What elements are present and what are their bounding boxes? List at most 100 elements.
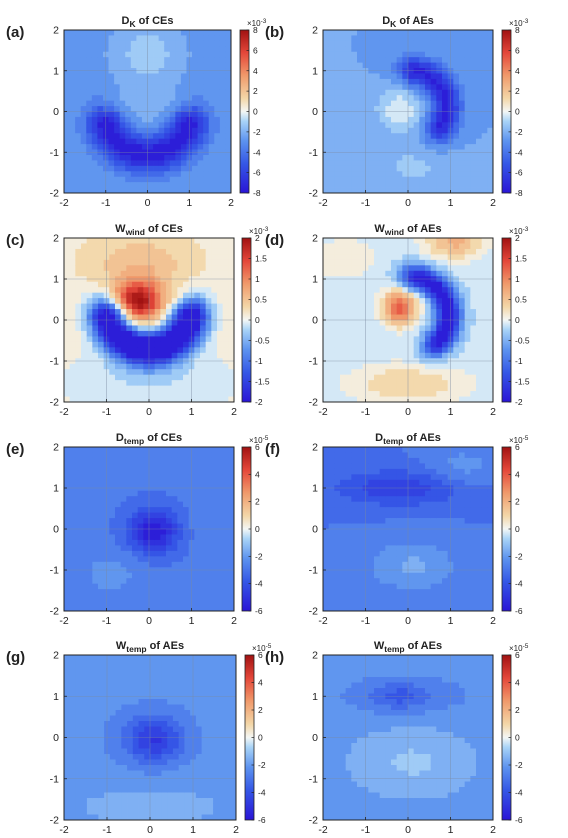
heatmap-cell [368, 165, 375, 172]
heatmap-cell [481, 46, 488, 53]
heatmap-cell [175, 171, 182, 178]
heatmap-cell [183, 314, 190, 321]
heatmap-cell [177, 265, 184, 272]
heatmap-cell [379, 238, 386, 244]
heatmap-cell [217, 281, 224, 288]
heatmap-cell [391, 73, 398, 80]
heatmap-cell [334, 116, 341, 123]
heatmap-cell [470, 336, 477, 343]
heatmap-cell [86, 594, 93, 601]
heatmap-cell [69, 116, 76, 123]
heatmap-cell [334, 303, 341, 310]
heatmap-cell [208, 116, 215, 123]
heatmap-cell [391, 106, 398, 112]
heatmap-cell [98, 490, 105, 497]
heatmap-cell [169, 106, 176, 112]
heatmap-cell [487, 111, 494, 118]
heatmap-cell [368, 396, 375, 403]
heatmap-cell [345, 468, 352, 475]
heatmap-cell [464, 106, 471, 112]
heatmap-cell [340, 314, 347, 321]
heatmap-cell [115, 501, 122, 508]
heatmap-cell [436, 73, 443, 80]
heatmap-cell [115, 363, 122, 370]
heatmap-cell [219, 176, 226, 183]
heatmap-cell [340, 347, 347, 354]
heatmap-cell [345, 243, 352, 250]
heatmap-cell [211, 248, 218, 255]
heatmap-cell [119, 138, 126, 145]
heatmap-cell [476, 330, 483, 337]
heatmap-cell [175, 30, 182, 36]
heatmap-cell [470, 57, 477, 63]
heatmap-cell [436, 303, 443, 310]
heatmap-cell [86, 463, 93, 470]
heatmap-cell [419, 341, 426, 348]
heatmap-cell [459, 106, 466, 112]
heatmap-cell [217, 534, 224, 541]
heatmap-cell [126, 391, 133, 397]
heatmap-cell [132, 374, 139, 381]
heatmap-cell [183, 238, 190, 244]
heatmap-cell [476, 292, 483, 299]
heatmap-cell [419, 154, 426, 161]
heatmap-cell [225, 144, 232, 150]
heatmap-cell [408, 287, 415, 294]
heatmap-cell [345, 550, 352, 557]
heatmap-cell [81, 463, 88, 470]
heatmap-cell [86, 287, 93, 294]
heatmap-cell [80, 127, 87, 134]
title-main: D [116, 432, 124, 444]
heatmap-cell [171, 238, 178, 244]
heatmap-cell [205, 325, 212, 332]
heatmap-cell [368, 73, 375, 80]
heatmap-cell [228, 248, 235, 255]
heatmap-cell [81, 518, 88, 524]
exponent-power: -3 [263, 226, 269, 233]
heatmap-cell [442, 369, 449, 376]
heatmap-cell [86, 111, 93, 118]
heatmap-cell [487, 62, 494, 69]
heatmap-cell [136, 35, 143, 42]
heatmap-cell [91, 187, 98, 194]
heatmap-cell [200, 254, 207, 261]
heatmap-cell [194, 507, 201, 513]
heatmap-cell [98, 248, 105, 255]
heatmap-cell [160, 325, 167, 332]
heatmap-cell [158, 122, 165, 129]
heatmap-cell [340, 111, 347, 118]
heatmap-cell [120, 287, 127, 294]
heatmap-cell [147, 106, 154, 112]
heatmap-cell [194, 594, 201, 601]
heatmap-cell [200, 605, 207, 612]
heatmap-cell [323, 369, 330, 376]
heatmap-cell [149, 374, 156, 381]
heatmap-cell [75, 187, 82, 194]
heatmap-cell [64, 243, 71, 250]
heatmap-cell [164, 127, 171, 134]
heatmap-cell [222, 518, 229, 524]
heatmap-cell [86, 62, 93, 69]
heatmap-cell [228, 238, 235, 244]
heatmap-cell [86, 490, 93, 497]
heatmap-cell [149, 539, 156, 546]
heatmap-cell [453, 336, 460, 343]
heatmap-cell [86, 452, 93, 459]
heatmap-cell [374, 100, 381, 107]
heatmap-cell [69, 463, 76, 470]
heatmap-cell [217, 352, 224, 359]
heatmap-cell [225, 187, 232, 194]
heatmap-cell [328, 154, 335, 161]
heatmap-cell [228, 452, 235, 459]
heatmap-cell [137, 391, 144, 397]
heatmap-cell [345, 160, 352, 167]
heatmap-cell [214, 89, 221, 96]
heatmap-cell [137, 298, 144, 304]
heatmap-cell [64, 396, 71, 403]
heatmap-cell [442, 363, 449, 370]
heatmap-cell [442, 391, 449, 397]
heatmap-cell [476, 182, 483, 188]
heatmap-cell [177, 287, 184, 294]
heatmap-cell [126, 501, 133, 508]
heatmap-cell [334, 84, 341, 91]
